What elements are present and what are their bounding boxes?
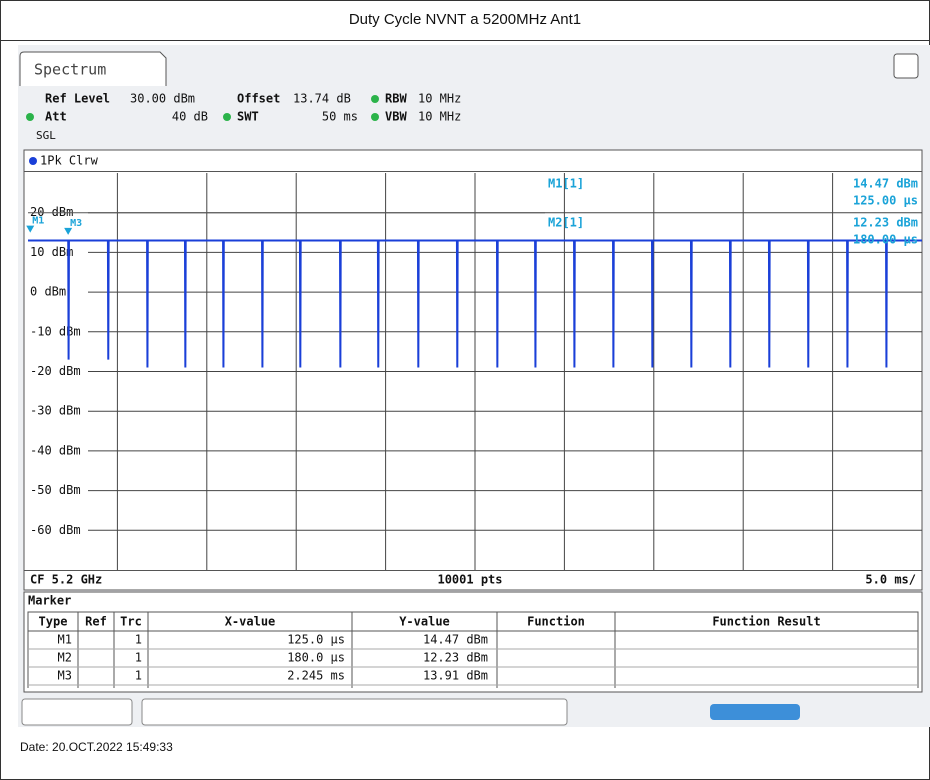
title: Duty Cycle NVNT a 5200MHz Ant1 [349, 11, 581, 28]
status-dot [371, 95, 379, 103]
readout-name: M2[1] [548, 216, 584, 230]
status-box [141, 698, 568, 726]
footer-cf: CF 5.2 GHz [30, 573, 102, 587]
marker [26, 225, 35, 233]
marker-table [23, 591, 923, 693]
setting-value: 40 dB [172, 110, 208, 124]
setting-label: SWT [237, 110, 259, 124]
readout-level: 14.47 dBm [853, 177, 918, 191]
menu-icon[interactable] [893, 53, 919, 79]
footer-points: 10001 pts [437, 573, 502, 587]
column-header: Function Result [712, 615, 820, 629]
column-header: Function [527, 615, 585, 629]
cell: 13.91 dBm [423, 669, 488, 683]
table-title: Marker [28, 594, 71, 608]
trace-label: 1Pk Clrw [40, 154, 99, 168]
column-header: X-value [225, 615, 276, 629]
readout-time: 180.00 µs [853, 233, 918, 247]
marker-label: M3 [70, 218, 82, 229]
status-dot [223, 113, 231, 121]
marker [64, 227, 73, 235]
y-tick-label: -30 dBm [30, 404, 81, 418]
footer-span: 5.0 ms/ [865, 573, 916, 587]
cell: 1 [135, 651, 142, 665]
status-box [21, 698, 133, 726]
setting-value: 30.00 dBm [130, 92, 195, 106]
trace-window [23, 149, 923, 591]
y-tick-label: 10 dBm [30, 245, 73, 259]
cell: M2 [58, 651, 72, 665]
readout-time: 125.00 µs [853, 194, 918, 208]
cell: M1 [58, 633, 72, 647]
setting-label: Offset [237, 92, 280, 106]
cell: M3 [58, 669, 72, 683]
setting-value: 10 MHz [418, 110, 461, 124]
date: Date: 20.OCT.2022 15:49:33 [20, 740, 173, 754]
setting-label: Att [45, 110, 67, 124]
progress-bar [710, 704, 800, 720]
readout-level: 12.23 dBm [853, 216, 918, 230]
cell: 1 [135, 633, 142, 647]
column-header: Ref [85, 615, 107, 629]
cell: 12.23 dBm [423, 651, 488, 665]
trace-dot [29, 157, 37, 165]
tab-label[interactable]: Spectrum [34, 61, 106, 79]
column-header: Trc [120, 615, 142, 629]
y-tick-label: -40 dBm [30, 443, 81, 457]
setting-label: VBW [385, 110, 407, 124]
setting-value: 50 ms [322, 110, 358, 124]
y-tick-label: -60 dBm [30, 523, 81, 537]
status-dot [371, 113, 379, 121]
trace [28, 239, 922, 368]
cell: 125.0 µs [287, 633, 345, 647]
y-tick-label: -20 dBm [30, 364, 81, 378]
setting-value: 13.74 dB [293, 92, 351, 106]
setting-label: RBW [385, 92, 407, 106]
y-tick-label: -50 dBm [30, 483, 81, 497]
status-dot [26, 113, 34, 121]
column-header: Y-value [399, 615, 450, 629]
setting-value: 10 MHz [418, 92, 461, 106]
column-header: Type [39, 615, 68, 629]
table-body: Type Ref Trc X-value Y-value Function Function… [27, 611, 919, 688]
y-tick-label: 0 dBm [30, 285, 66, 299]
cell: 14.47 dBm [423, 633, 488, 647]
mode: SGL [36, 129, 56, 142]
marker-label: M1 [32, 216, 44, 227]
setting-label: Ref Level [45, 92, 110, 106]
cell: 1 [135, 669, 142, 683]
cell: 180.0 µs [287, 651, 345, 665]
readout-name: M1[1] [548, 177, 584, 191]
y-tick-label: -10 dBm [30, 324, 81, 338]
tab[interactable] [19, 51, 167, 86]
cell: 2.245 ms [287, 669, 345, 683]
